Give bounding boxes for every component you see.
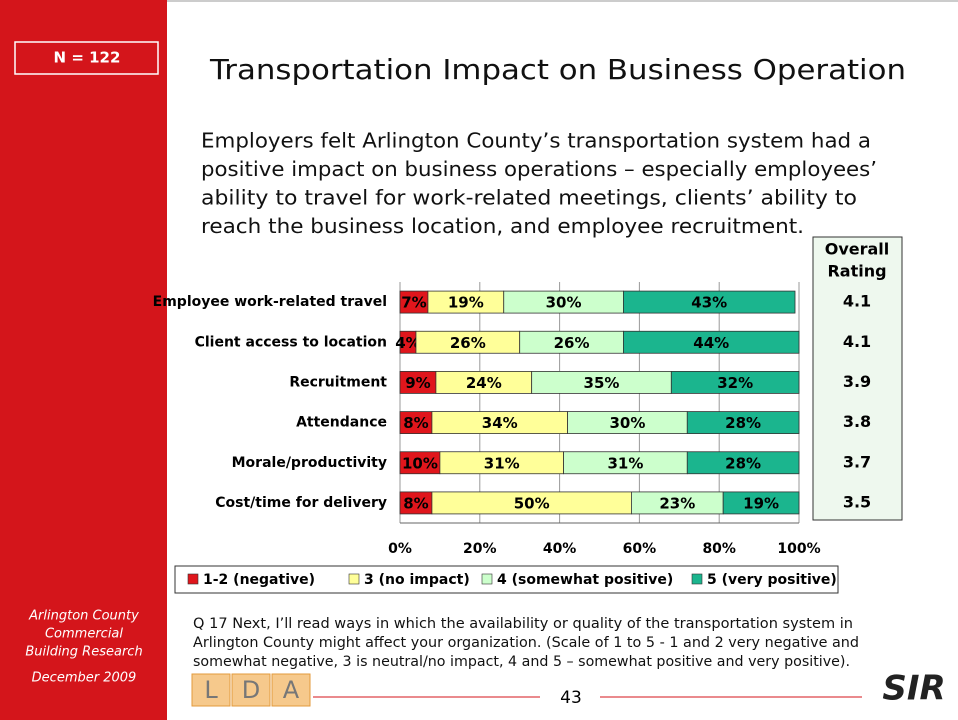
legend-label: 3 (no impact)	[364, 572, 470, 588]
summary-line: reach the business location, and employe…	[201, 214, 804, 238]
question-line: Q 17 Next, I’ll read ways in which the a…	[193, 616, 853, 632]
legend-swatch	[691, 573, 703, 585]
sample-size: N = 122	[54, 49, 121, 67]
value-label: 43%	[691, 294, 727, 312]
value-label: 4%	[395, 334, 420, 352]
y-tick-label: Employee work-related travel	[153, 294, 387, 310]
x-tick-label: 80%	[702, 541, 736, 557]
legend-label: 1-2 (negative)	[203, 572, 315, 588]
question-line: Arlington County might affect your organ…	[193, 635, 859, 651]
page-number: 43	[560, 688, 582, 708]
bar-segment	[722, 491, 800, 515]
value-label: 8%	[403, 414, 428, 432]
logo-sir: SIR	[882, 669, 945, 709]
slide-title: Transportation Impact on Business Operat…	[209, 53, 906, 86]
value-label: 30%	[609, 414, 645, 432]
rating-title: Rating	[827, 262, 886, 281]
logo-letter: D	[242, 676, 260, 704]
rating-title: Overall	[825, 240, 890, 259]
legend-label: 5 (very positive)	[707, 572, 837, 588]
rating-value: 4.1	[843, 292, 871, 311]
value-label: 30%	[546, 294, 582, 312]
rating-box	[812, 236, 903, 521]
x-tick-label: 100%	[777, 541, 820, 557]
rating-value: 4.1	[843, 332, 871, 351]
legend-label: 4 (somewhat positive)	[497, 572, 673, 588]
value-label: 24%	[466, 374, 502, 392]
value-label: 7%	[401, 294, 426, 312]
bar-segment	[623, 330, 800, 354]
legend-swatch	[348, 573, 360, 585]
value-label: 31%	[607, 454, 643, 472]
x-tick-label: 40%	[543, 541, 577, 557]
value-label: 32%	[717, 374, 753, 392]
x-tick-label: 0%	[388, 541, 412, 557]
logo-letter: L	[204, 676, 218, 704]
value-label: 28%	[725, 454, 761, 472]
x-tick-label: 60%	[623, 541, 657, 557]
y-tick-label: Client access to location	[195, 334, 387, 350]
bar-segment	[686, 411, 800, 434]
value-label: 19%	[448, 294, 484, 312]
summary-line: Employers felt Arlington County’s transp…	[201, 129, 871, 153]
y-tick-label: Attendance	[296, 415, 387, 431]
value-label: 9%	[405, 374, 430, 392]
sidebar	[0, 0, 167, 720]
question-line: somewhat negative, 3 is neutral/no impac…	[193, 654, 850, 670]
value-label: 44%	[693, 334, 729, 352]
sidebar-line: Commercial	[45, 627, 123, 642]
legend-swatch	[481, 573, 493, 585]
logo-box	[231, 673, 271, 707]
value-label: 23%	[659, 494, 695, 512]
rating-value: 3.5	[843, 492, 871, 511]
bar-segment	[623, 290, 796, 314]
legend-box	[174, 565, 839, 594]
rating-value: 3.9	[843, 372, 871, 391]
value-label: 31%	[484, 454, 520, 472]
legend-swatch	[187, 573, 199, 585]
rating-value: 3.8	[843, 412, 871, 431]
value-label: 28%	[725, 414, 761, 432]
sidebar-line: Building Research	[25, 645, 142, 660]
value-label: 10%	[402, 454, 438, 472]
bar-segment	[670, 371, 800, 394]
bar-segment	[686, 451, 800, 475]
value-label: 50%	[514, 494, 550, 512]
logo-box	[271, 673, 311, 707]
logo-box	[191, 673, 231, 707]
value-label: 35%	[584, 374, 620, 392]
summary-line: positive impact on business operations –…	[201, 157, 877, 181]
summary-line: ability to travel for work-related meeti…	[201, 186, 857, 210]
y-tick-label: Cost/time for delivery	[215, 495, 387, 511]
value-label: 26%	[450, 334, 486, 352]
x-tick-label: 20%	[463, 541, 497, 557]
y-tick-label: Morale/productivity	[232, 455, 387, 471]
logo-letter: A	[283, 676, 300, 704]
value-label: 8%	[403, 494, 428, 512]
y-tick-label: Recruitment	[289, 374, 387, 390]
value-label: 34%	[482, 414, 518, 432]
value-label: 19%	[743, 494, 779, 512]
rating-value: 3.7	[843, 452, 871, 471]
sample-box	[14, 41, 159, 75]
date: December 2009	[32, 671, 137, 686]
sidebar-line: Arlington County	[28, 609, 139, 624]
value-label: 26%	[554, 334, 590, 352]
